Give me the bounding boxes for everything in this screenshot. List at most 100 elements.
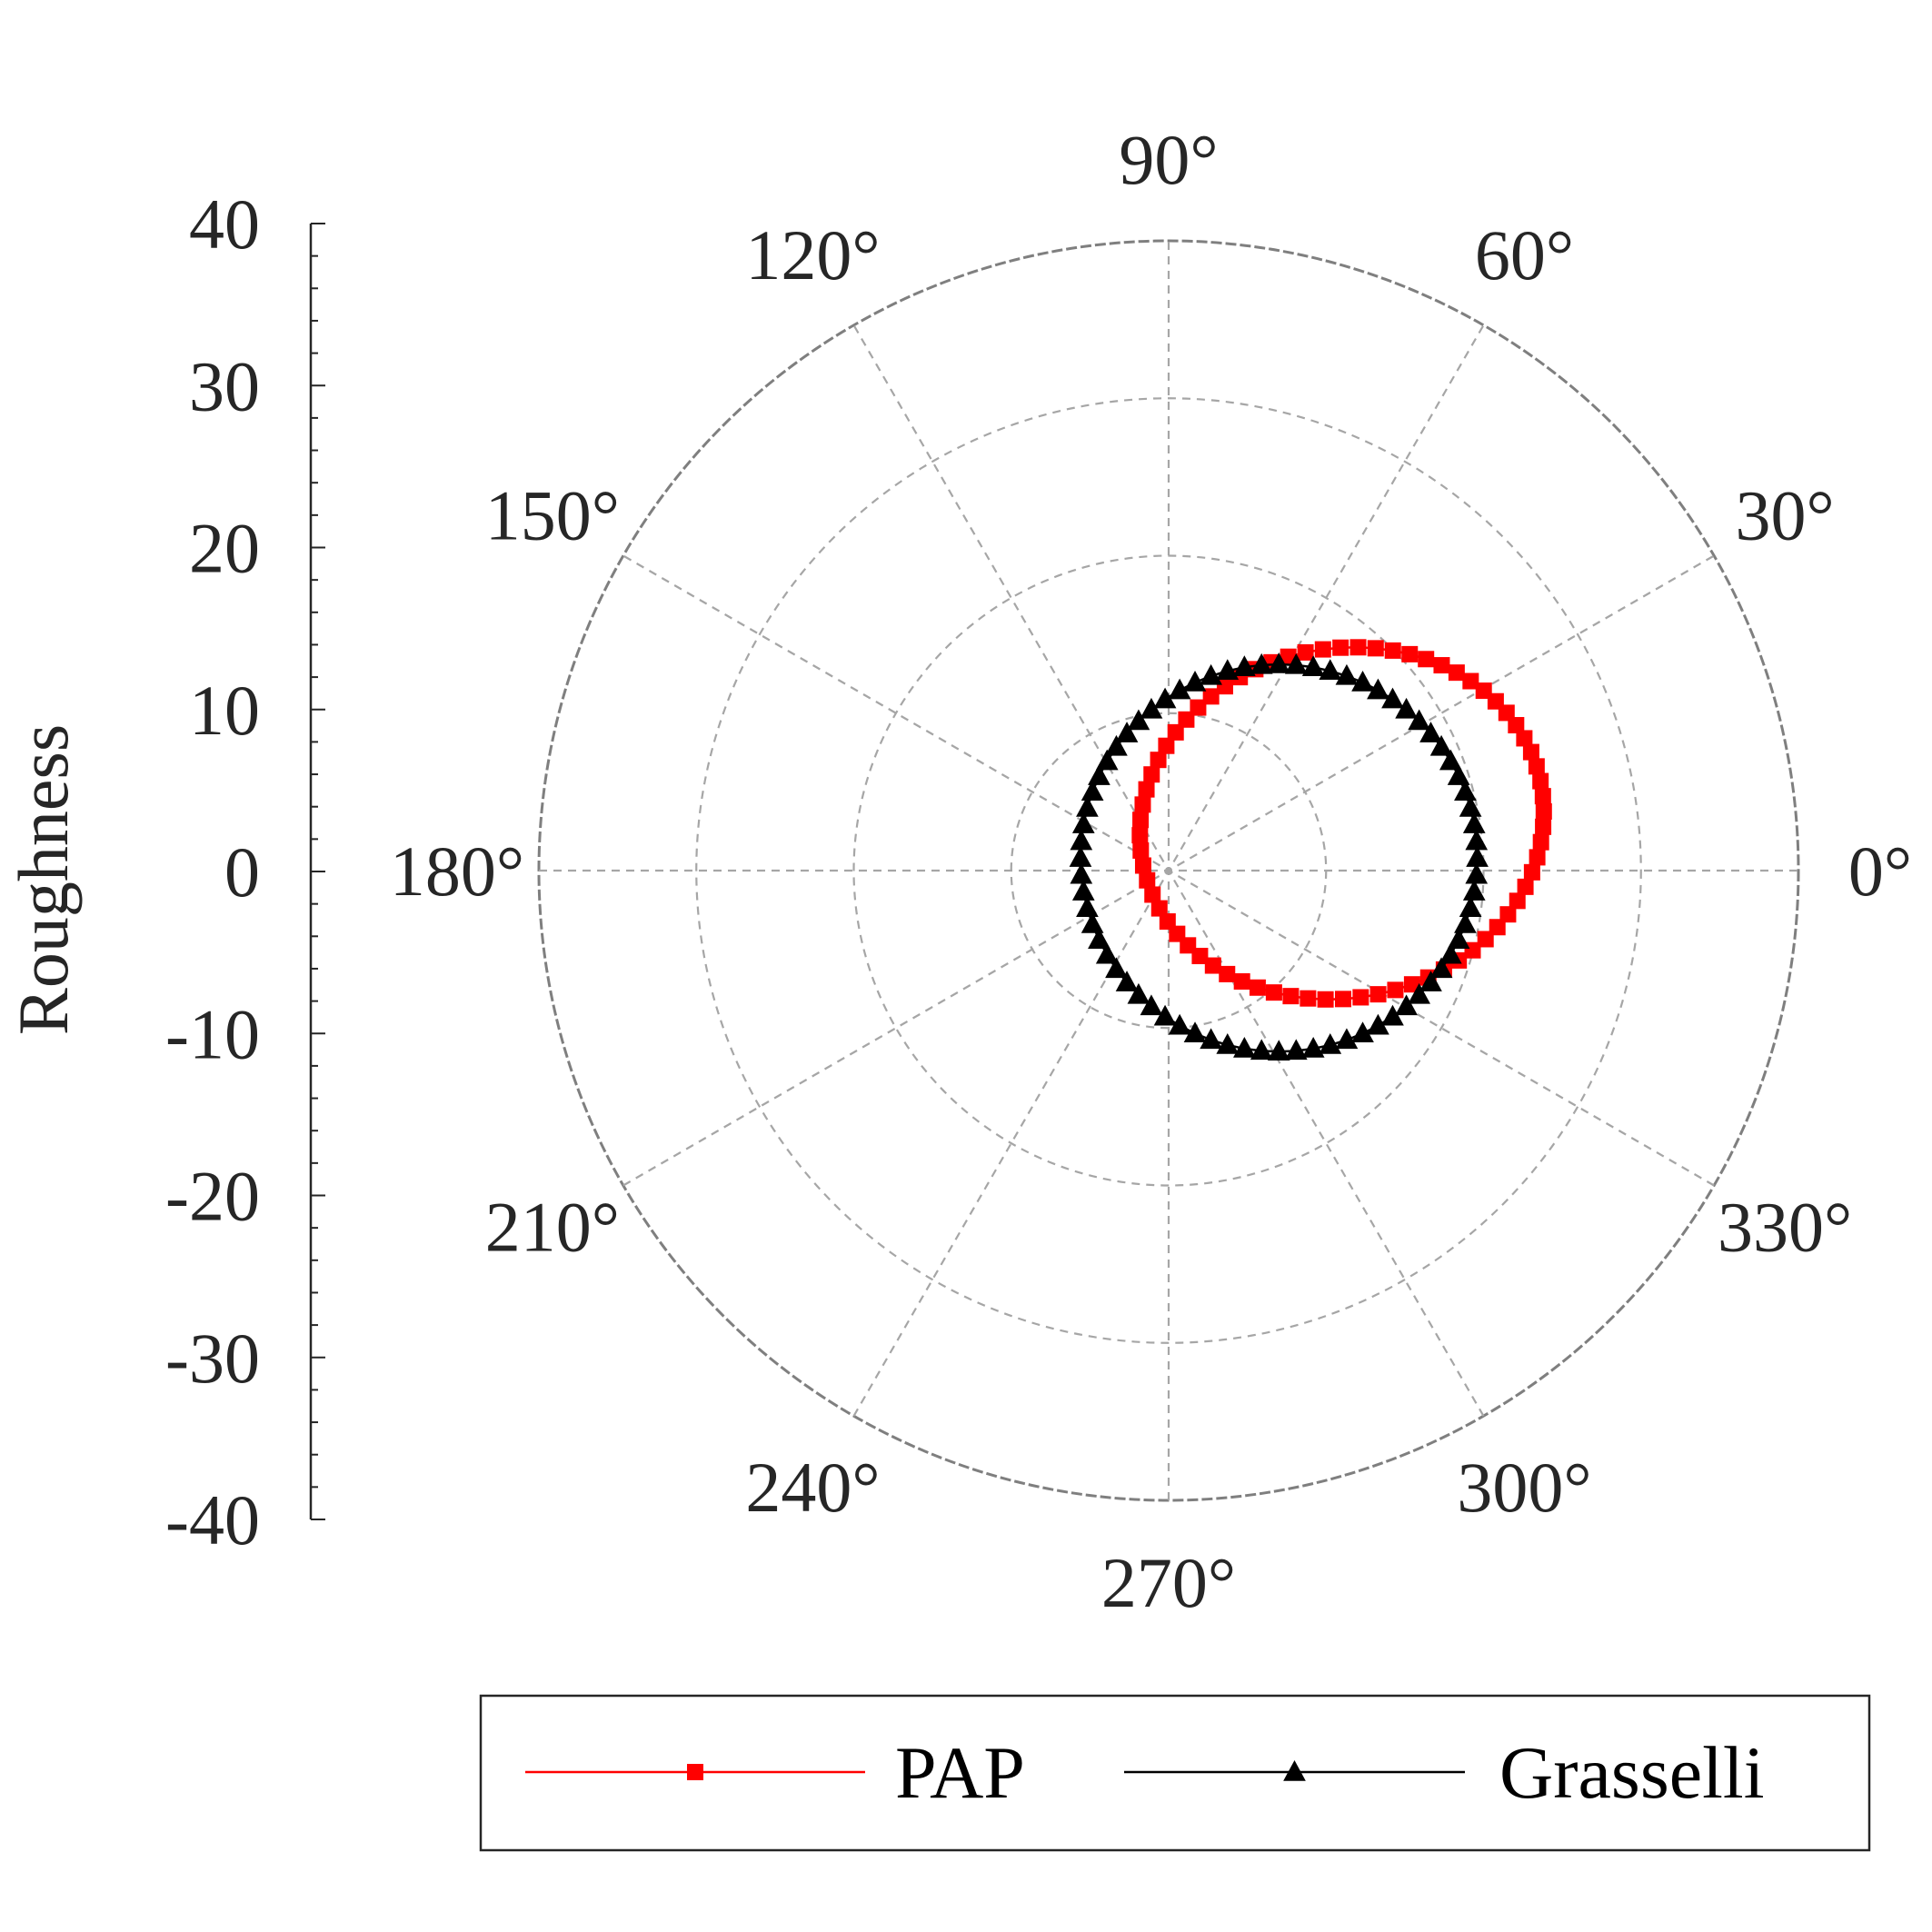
data-point-grasselli	[1319, 659, 1342, 681]
data-point-pap	[1131, 827, 1149, 844]
data-point-pap	[1233, 972, 1250, 990]
data-point-grasselli	[1070, 862, 1093, 884]
data-point-pap	[1349, 639, 1367, 656]
data-point-grasselli	[1088, 764, 1110, 785]
data-point-pap	[1202, 688, 1220, 705]
data-point-grasselli	[1454, 780, 1477, 802]
data-point-grasselli	[1088, 928, 1110, 949]
data-point-pap	[1139, 871, 1156, 889]
data-point-grasselli	[1267, 652, 1290, 673]
legend-entry-pap: PAP	[525, 1731, 1025, 1814]
data-point-pap	[1535, 818, 1552, 835]
grid-ring-30	[695, 397, 1642, 1344]
data-point-pap	[1143, 766, 1160, 783]
data-point-grasselli	[1081, 912, 1104, 933]
data-point-pap	[1150, 752, 1167, 769]
data-point-grasselli	[1439, 942, 1462, 964]
data-point-grasselli	[1465, 829, 1489, 851]
theta-label-210: 210°	[485, 1188, 620, 1267]
grid-spoke-150	[622, 554, 1715, 1187]
data-point-grasselli	[1462, 812, 1486, 833]
theta-label-300: 300°	[1457, 1448, 1591, 1527]
data-point-pap	[1282, 988, 1300, 1005]
legend-label: Grasselli	[1499, 1731, 1764, 1814]
data-point-grasselli	[1071, 812, 1095, 833]
data-point-grasselli	[1140, 697, 1163, 719]
data-point-pap	[1334, 991, 1351, 1008]
data-point-pap	[1314, 641, 1331, 658]
data-point-pap	[1529, 849, 1546, 866]
data-point-pap	[1144, 886, 1161, 903]
data-point-pap	[1418, 651, 1435, 668]
theta-label-120: 120°	[745, 215, 880, 294]
radial-tick-label: 20	[189, 509, 260, 588]
legend: PAP Grasselli	[479, 1694, 1871, 1852]
data-point-grasselli	[1153, 687, 1177, 709]
polar-grid	[537, 239, 1800, 1502]
data-point-grasselli	[1454, 912, 1477, 933]
data-point-grasselli	[1395, 697, 1418, 719]
data-point-grasselli	[1200, 663, 1222, 685]
data-point-pap	[1132, 842, 1150, 859]
data-point-grasselli	[1466, 846, 1489, 867]
data-point-pap	[1167, 723, 1184, 741]
data-point-pap	[1332, 639, 1349, 656]
data-point-grasselli	[1447, 928, 1470, 949]
data-point-pap	[1522, 743, 1539, 761]
data-point-pap	[1178, 711, 1195, 728]
data-point-pap	[1191, 947, 1209, 964]
data-point-grasselli	[1408, 709, 1430, 731]
data-point-pap	[1509, 892, 1526, 910]
data-point-pap	[1523, 863, 1540, 881]
data-point-grasselli	[1367, 1013, 1389, 1035]
data-point-pap	[1132, 812, 1150, 829]
data-point-grasselli	[1233, 1037, 1256, 1058]
data-point-pap	[1535, 802, 1552, 820]
data-point-pap	[1134, 857, 1151, 874]
data-point-grasselli	[1168, 1013, 1191, 1035]
theta-label-330: 330°	[1718, 1188, 1852, 1267]
data-point-grasselli	[1419, 971, 1442, 991]
theta-tick-labels: 0° 30° 60° 90° 120° 150° 180° 210° 240° 270° 300° 3…	[390, 120, 1912, 1622]
data-point-pap	[1134, 796, 1151, 813]
theta-label-240: 240°	[745, 1448, 880, 1527]
data-point-pap	[1219, 965, 1236, 982]
data-point-grasselli	[1459, 896, 1482, 918]
y-axis-label: Roughness	[4, 724, 83, 1035]
legend-entry-grasselli: Grasselli	[1124, 1731, 1764, 1814]
data-point-grasselli	[1250, 1039, 1273, 1061]
data-point-pap	[1534, 788, 1551, 805]
data-point-grasselli	[1233, 655, 1256, 677]
data-point-grasselli	[1462, 880, 1486, 901]
legend-label: PAP	[895, 1731, 1025, 1814]
data-point-grasselli	[1081, 780, 1104, 802]
data-point-grasselli	[1115, 722, 1139, 742]
data-point-grasselli	[1115, 971, 1139, 991]
data-point-pap	[1499, 906, 1517, 923]
data-point-pap	[1532, 772, 1549, 790]
radial-tick-label: -10	[165, 994, 260, 1073]
data-point-pap	[1297, 643, 1314, 661]
theta-label-0: 0°	[1848, 832, 1912, 911]
data-point-grasselli	[1408, 982, 1430, 1004]
data-point-grasselli	[1183, 671, 1207, 692]
data-point-grasselli	[1381, 1004, 1404, 1026]
data-point-pap	[1448, 664, 1465, 682]
data-point-pap	[1433, 657, 1450, 674]
data-point-pap	[1300, 990, 1317, 1007]
data-point-pap	[1387, 981, 1404, 999]
data-point-pap	[1158, 737, 1175, 754]
data-point-grasselli	[1429, 734, 1453, 756]
data-point-pap	[1138, 781, 1155, 798]
theta-label-270: 270°	[1101, 1543, 1236, 1622]
data-point-grasselli	[1070, 829, 1093, 851]
theta-label-150: 150°	[485, 476, 620, 555]
data-point-grasselli	[1071, 880, 1095, 901]
data-point-grasselli	[1153, 1004, 1177, 1026]
data-point-grasselli	[1335, 1028, 1359, 1050]
data-point-grasselli	[1284, 652, 1308, 674]
data-point-pap	[1403, 976, 1420, 993]
radial-tick-label: 30	[189, 346, 260, 425]
data-point-grasselli	[1069, 846, 1092, 867]
data-point-grasselli	[1351, 1021, 1374, 1043]
